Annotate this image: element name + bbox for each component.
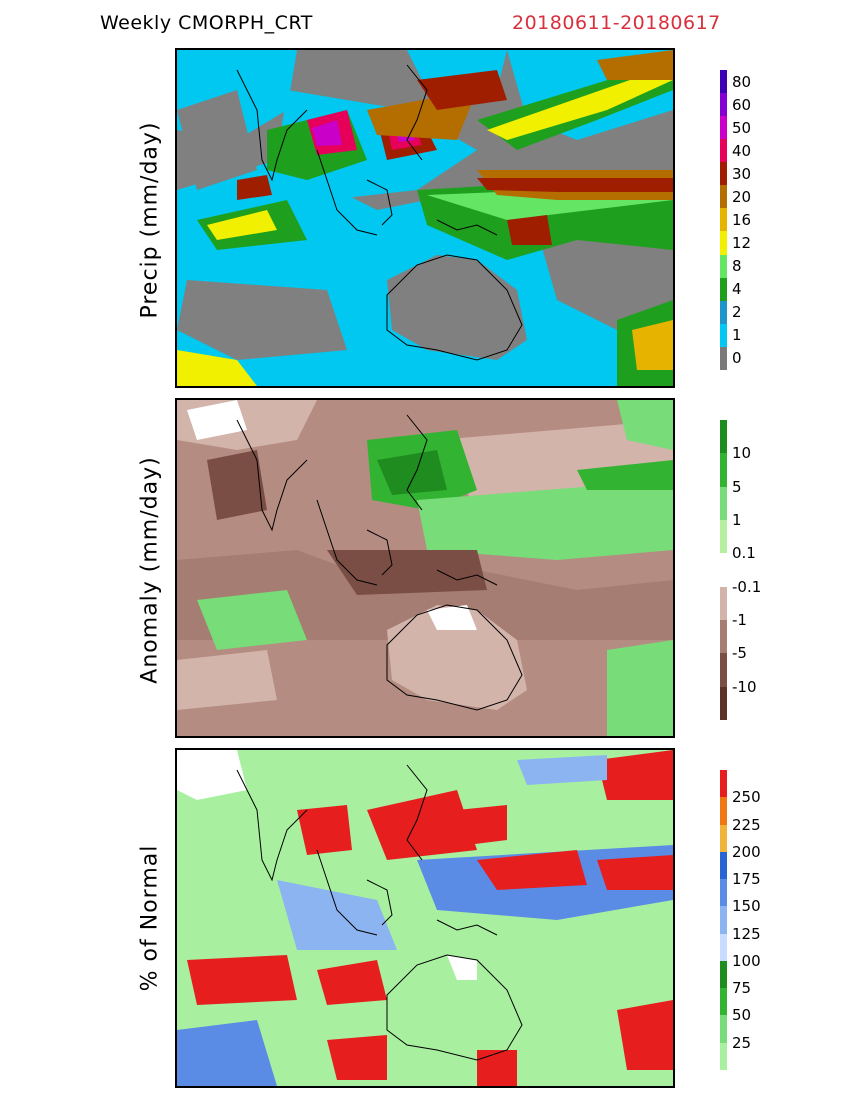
colorbar-tick-label: 50 bbox=[732, 1006, 752, 1025]
colorbar-tick-label: 10 bbox=[732, 444, 752, 463]
colorbar-segment bbox=[720, 988, 727, 1016]
colorbar-segment bbox=[720, 185, 727, 209]
colorbar-segment bbox=[720, 933, 727, 961]
colorbar-tick-label: 50 bbox=[732, 118, 752, 137]
colorbar-segment bbox=[720, 162, 727, 186]
precip-field bbox=[177, 50, 673, 386]
colorbar-segment bbox=[720, 879, 727, 907]
colorbar-segment bbox=[720, 797, 727, 825]
colorbar-tick-label: 0 bbox=[732, 349, 742, 368]
precip-map bbox=[175, 48, 675, 388]
date-range: 20180611-20180617 bbox=[512, 12, 721, 34]
colorbar-segment bbox=[720, 519, 727, 554]
colorbar-segment bbox=[720, 486, 727, 520]
colorbar-tick-label: 80 bbox=[732, 72, 752, 91]
colorbar-tick-label: 30 bbox=[732, 164, 752, 183]
colorbar-tick-label: 200 bbox=[732, 842, 761, 861]
percent-normal-axis-label: % of Normal bbox=[137, 844, 163, 992]
colorbar-segment bbox=[720, 116, 727, 140]
colorbar-segment bbox=[720, 906, 727, 934]
percent-normal-colorbar bbox=[720, 770, 727, 1070]
colorbar-segment bbox=[720, 686, 727, 720]
colorbar-tick-label: 60 bbox=[732, 95, 752, 114]
colorbar-tick-label: -5 bbox=[732, 644, 747, 663]
colorbar-segment bbox=[720, 93, 727, 117]
colorbar-tick-label: 16 bbox=[732, 211, 752, 229]
colorbar-segment bbox=[720, 453, 727, 487]
colorbar-tick-label: 1 bbox=[732, 511, 742, 529]
colorbar-tick-label: 175 bbox=[732, 870, 761, 889]
anomaly-axis-label: Anomaly (mm/day) bbox=[137, 456, 163, 684]
colorbar-tick-label: -1 bbox=[732, 611, 747, 629]
colorbar-segment bbox=[720, 653, 727, 687]
colorbar-tick-label: 2 bbox=[732, 303, 742, 322]
colorbar-segment bbox=[720, 824, 727, 852]
colorbar-segment bbox=[720, 420, 727, 454]
colorbar-tick-label: 225 bbox=[732, 815, 761, 834]
colorbar-tick-label: 150 bbox=[732, 897, 761, 916]
colorbar-tick-label: -10 bbox=[732, 677, 757, 696]
colorbar-segment bbox=[720, 1015, 727, 1043]
colorbar-tick-label: 125 bbox=[732, 924, 761, 943]
colorbar-tick-label: 25 bbox=[732, 1033, 752, 1052]
colorbar-segment bbox=[720, 254, 727, 278]
colorbar-segment bbox=[720, 553, 727, 587]
colorbar-tick-label: 5 bbox=[732, 477, 742, 496]
colorbar-segment bbox=[720, 300, 727, 324]
colorbar-segment bbox=[720, 323, 727, 347]
colorbar-segment bbox=[720, 231, 727, 255]
colorbar-segment bbox=[720, 1042, 727, 1070]
colorbar-segment bbox=[720, 770, 727, 798]
anomaly-map bbox=[175, 398, 675, 738]
precip-axis-label: Precip (mm/day) bbox=[137, 121, 163, 319]
colorbar-tick-label: 0.1 bbox=[732, 544, 756, 563]
chart-title: Weekly CMORPH_CRT bbox=[100, 12, 313, 34]
colorbar-segment bbox=[720, 139, 727, 163]
colorbar-segment bbox=[720, 619, 727, 654]
colorbar-tick-label: 250 bbox=[732, 788, 761, 807]
precip-colorbar bbox=[720, 70, 727, 370]
colorbar-tick-label: 8 bbox=[732, 257, 742, 276]
colorbar-tick-label: 12 bbox=[732, 234, 752, 253]
colorbar-segment bbox=[720, 70, 727, 94]
colorbar-tick-label: 40 bbox=[732, 141, 752, 160]
anomaly-field bbox=[177, 400, 673, 736]
colorbar-segment bbox=[720, 586, 727, 620]
anomaly-colorbar bbox=[720, 420, 727, 720]
colorbar-tick-label: 1 bbox=[732, 326, 742, 345]
coastlines bbox=[236, 764, 523, 1061]
colorbar-tick-label: 100 bbox=[732, 951, 761, 970]
colorbar-segment bbox=[720, 851, 727, 880]
percent-normal-map bbox=[175, 748, 675, 1088]
colorbar-segment bbox=[720, 960, 727, 989]
coastlines bbox=[236, 64, 523, 361]
colorbar-segment bbox=[720, 208, 727, 232]
colorbar-segment bbox=[720, 277, 727, 301]
colorbar-tick-label: 20 bbox=[732, 187, 752, 206]
colorbar-segment bbox=[720, 346, 727, 370]
colorbar-tick-label: -0.1 bbox=[732, 577, 762, 596]
coastlines bbox=[236, 414, 523, 711]
colorbar-tick-label: 75 bbox=[732, 979, 752, 998]
percent-normal-field bbox=[177, 750, 673, 1086]
colorbar-tick-label: 4 bbox=[732, 280, 742, 299]
